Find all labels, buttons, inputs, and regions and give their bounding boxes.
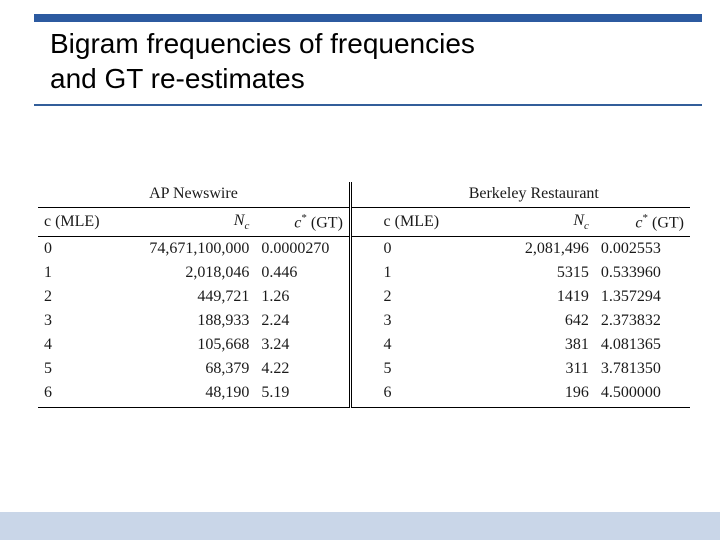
footer-bar	[0, 512, 720, 540]
cell-cstar-right: 2.373832	[595, 309, 690, 333]
cell-cstar-left: 4.22	[255, 357, 350, 381]
title-line-2: and GT re-estimates	[50, 61, 690, 96]
cell-c-right: 1	[378, 261, 432, 285]
cell-cstar-left: 3.24	[255, 333, 350, 357]
cell-c-right: 2	[378, 285, 432, 309]
cell-nc-left: 2,018,046	[92, 261, 255, 285]
cell-nc-left: 74,671,100,000	[92, 237, 255, 262]
table-row: 12,018,0460.446153150.533960	[38, 261, 690, 285]
cell-nc-right: 5315	[432, 261, 595, 285]
divider-cell	[350, 285, 377, 309]
cell-cstar-left: 0.0000270	[255, 237, 350, 262]
table-row: 568,3794.2253113.781350	[38, 357, 690, 381]
title-underline	[34, 104, 702, 106]
slide-title: Bigram frequencies of frequencies and GT…	[50, 26, 690, 96]
cell-c-left: 2	[38, 285, 92, 309]
accent-bar-top	[34, 14, 702, 22]
cell-cstar-right: 4.081365	[595, 333, 690, 357]
cell-cstar-right: 0.533960	[595, 261, 690, 285]
gt-reestimate-table: AP Newswire Berkeley Restaurant c (MLE) …	[38, 182, 690, 408]
cell-nc-right: 2,081,496	[432, 237, 595, 262]
data-table-container: AP Newswire Berkeley Restaurant c (MLE) …	[38, 182, 690, 408]
cell-cstar-left: 2.24	[255, 309, 350, 333]
cell-c-right: 3	[378, 309, 432, 333]
cell-nc-left: 188,933	[92, 309, 255, 333]
col-nc-left: Nc	[92, 208, 255, 237]
cell-nc-right: 311	[432, 357, 595, 381]
table-row: 074,671,100,0000.000027002,081,4960.0025…	[38, 237, 690, 262]
cell-c-right: 5	[378, 357, 432, 381]
cell-c-right: 6	[378, 381, 432, 408]
cell-c-left: 3	[38, 309, 92, 333]
cell-cstar-left: 0.446	[255, 261, 350, 285]
col-c-mle-right: c (MLE)	[378, 208, 432, 237]
col-cstar-right: c* (GT)	[595, 208, 690, 237]
left-dataset-label: AP Newswire	[38, 182, 350, 208]
cell-nc-left: 68,379	[92, 357, 255, 381]
divider-cell	[350, 381, 377, 408]
col-cstar-left: c* (GT)	[255, 208, 350, 237]
cell-nc-right: 381	[432, 333, 595, 357]
cell-nc-right: 196	[432, 381, 595, 408]
cell-nc-left: 105,668	[92, 333, 255, 357]
table-row: 648,1905.1961964.500000	[38, 381, 690, 408]
cell-nc-right: 642	[432, 309, 595, 333]
table-row: 2449,7211.26214191.357294	[38, 285, 690, 309]
cell-cstar-right: 3.781350	[595, 357, 690, 381]
cell-cstar-left: 5.19	[255, 381, 350, 408]
col-nc-right: Nc	[432, 208, 595, 237]
cell-c-left: 6	[38, 381, 92, 408]
table-row: 4105,6683.2443814.081365	[38, 333, 690, 357]
cell-c-right: 4	[378, 333, 432, 357]
cell-nc-left: 48,190	[92, 381, 255, 408]
cell-cstar-right: 1.357294	[595, 285, 690, 309]
divider-cell	[350, 357, 377, 381]
cell-nc-right: 1419	[432, 285, 595, 309]
cell-c-left: 1	[38, 261, 92, 285]
cell-c-left: 5	[38, 357, 92, 381]
title-line-1: Bigram frequencies of frequencies	[50, 26, 690, 61]
divider-cell	[350, 309, 377, 333]
cell-nc-left: 449,721	[92, 285, 255, 309]
table-super-header: AP Newswire Berkeley Restaurant	[38, 182, 690, 208]
cell-cstar-right: 0.002553	[595, 237, 690, 262]
cell-c-left: 4	[38, 333, 92, 357]
divider-cell	[350, 208, 377, 237]
right-dataset-label: Berkeley Restaurant	[378, 182, 690, 208]
table-column-header: c (MLE) Nc c* (GT) c (MLE) Nc c* (GT)	[38, 208, 690, 237]
col-c-mle-left: c (MLE)	[38, 208, 92, 237]
divider-cell	[350, 182, 377, 208]
cell-cstar-left: 1.26	[255, 285, 350, 309]
cell-c-left: 0	[38, 237, 92, 262]
cell-c-right: 0	[378, 237, 432, 262]
table-row: 3188,9332.2436422.373832	[38, 309, 690, 333]
divider-cell	[350, 237, 377, 262]
cell-cstar-right: 4.500000	[595, 381, 690, 408]
divider-cell	[350, 333, 377, 357]
divider-cell	[350, 261, 377, 285]
